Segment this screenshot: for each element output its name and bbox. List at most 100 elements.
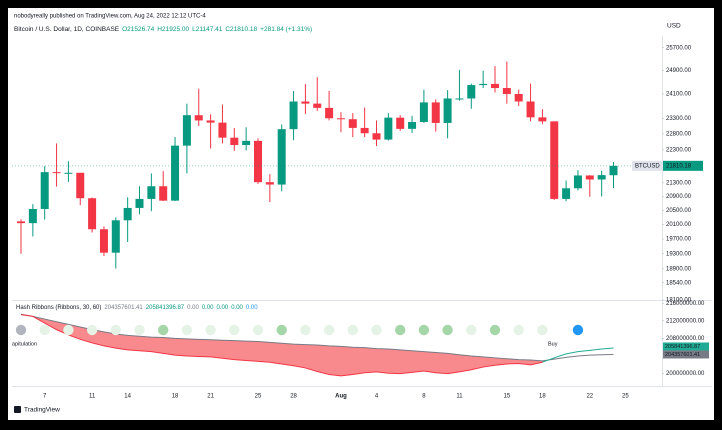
x-tick-label: 11 <box>89 394 96 400</box>
candle-body <box>147 186 156 199</box>
signal-dot <box>63 324 74 336</box>
candle-body <box>159 186 168 201</box>
y-tick-label: 24100.00 <box>666 92 692 98</box>
ohlc-value: L21147.41 <box>192 26 223 33</box>
candle-body <box>502 88 511 94</box>
candle-body <box>514 93 523 102</box>
annotations: Capitulation Buy <box>8 341 558 347</box>
x-tick-label: 4 <box>375 394 379 400</box>
candle-body <box>455 98 464 100</box>
candle-body <box>573 175 582 189</box>
currency: USD <box>667 23 681 30</box>
x-tick-label: Aug <box>335 394 347 400</box>
x-tick-label: 14 <box>124 394 131 400</box>
x-tick-label: 28 <box>290 394 297 400</box>
signal-dot <box>347 324 358 336</box>
ohlc-value: C21810.18 <box>225 26 257 33</box>
slow-badge-bg <box>663 350 709 359</box>
signal-dot <box>300 324 311 336</box>
y-tick-label: 19700.00 <box>666 237 692 243</box>
signal-dot <box>371 324 382 336</box>
slow-line <box>20 313 614 362</box>
indicator-value: 0.00 <box>217 305 229 311</box>
candle-body <box>491 83 499 89</box>
signal-dot <box>442 324 453 336</box>
y-tick-label: 18100.00 <box>666 298 692 304</box>
candle-body <box>277 129 286 185</box>
x-tick-label: 18 <box>539 394 546 400</box>
y-tick-label: 24900.00 <box>666 68 692 74</box>
candle-body <box>182 115 191 146</box>
candle-body <box>135 198 144 208</box>
candle-body <box>467 85 476 99</box>
y-tick-label: 216000000.00 <box>666 301 705 307</box>
candle-body <box>52 172 61 174</box>
signal-dot <box>513 324 524 336</box>
candle-body <box>289 101 298 130</box>
candle-body <box>230 137 239 146</box>
symbol-legend: Bitcoin / U.S. Dollar, 1D, COINBASE O2152… <box>14 26 312 33</box>
candle-body <box>254 140 262 183</box>
indicator-axis: 216000000.00 212000000.00 208000000.00 2000… <box>662 301 705 377</box>
indicator-value: 0.00 <box>187 305 199 311</box>
signal-dot <box>323 324 335 336</box>
candle-body <box>550 121 559 199</box>
price-axis: 25700.00 24900.00 24100.00 23300.00 22800.00… <box>662 45 692 304</box>
candle-body <box>538 117 547 122</box>
brand: TradingView <box>14 406 60 414</box>
candle-body <box>325 107 334 119</box>
y-tick-label: 22300.00 <box>666 147 692 153</box>
candle-body <box>384 117 393 140</box>
ohlc-value: +281.84 (+1.31%) <box>260 26 312 33</box>
annotation: Capitulation <box>8 341 37 347</box>
indicator-legend: Hash Ribbons (Ribbons, 30, 60) 204357601.… <box>16 305 258 311</box>
indicator-value: 204357601.41 <box>104 305 143 311</box>
y-tick-label: 19300.00 <box>666 251 692 257</box>
candle-body <box>408 121 417 129</box>
candle-body <box>597 175 606 180</box>
signals <box>15 324 584 336</box>
signal-dot <box>158 324 169 336</box>
signal-dot <box>86 324 98 336</box>
ohlc-value: H21925.00 <box>157 26 189 33</box>
candle-body <box>360 127 369 134</box>
y-tick-label: 18900.00 <box>666 266 692 272</box>
candle-body <box>171 145 180 201</box>
signal-dot <box>181 324 193 336</box>
fast-badge-bg <box>663 342 709 351</box>
candle-body <box>40 172 49 210</box>
candle-body <box>28 209 37 224</box>
x-tick-label: 7 <box>43 394 47 400</box>
y-tick-label: 20900.00 <box>666 194 692 200</box>
candle-body <box>111 220 120 253</box>
candle-body <box>336 118 345 120</box>
candle-body <box>76 172 85 199</box>
candle-body <box>194 115 203 121</box>
last-price-badge-bg <box>663 160 703 171</box>
published-note: nobodyreally published on TradingView.co… <box>14 14 206 20</box>
candles <box>17 61 618 269</box>
candle-body <box>396 117 405 129</box>
candle-body <box>123 207 132 221</box>
x-tick-label: 22 <box>586 394 593 400</box>
signal-dot <box>418 324 430 336</box>
fast-line <box>20 314 543 377</box>
y-tick-label: 208000000.00 <box>666 336 705 342</box>
candle-body <box>609 165 618 176</box>
y-tick-label: 23300.00 <box>666 116 692 122</box>
ohlc-value: O21526.74 <box>122 26 155 33</box>
signal-dot <box>276 324 287 336</box>
signal-dot <box>466 324 477 336</box>
candle-body <box>64 172 73 174</box>
candle-body <box>206 120 215 123</box>
indicator-value: 205841396.87 <box>146 305 185 311</box>
candle-body <box>431 102 440 123</box>
y-tick-label: 25700.00 <box>666 45 692 51</box>
candle-body <box>443 98 452 123</box>
candle-body <box>218 122 227 138</box>
x-tick-label: 25 <box>622 394 629 400</box>
annotation: Buy <box>548 341 558 347</box>
y-tick-label: 20500.00 <box>666 208 692 214</box>
candle-body <box>99 229 108 253</box>
candle-body <box>301 101 310 104</box>
